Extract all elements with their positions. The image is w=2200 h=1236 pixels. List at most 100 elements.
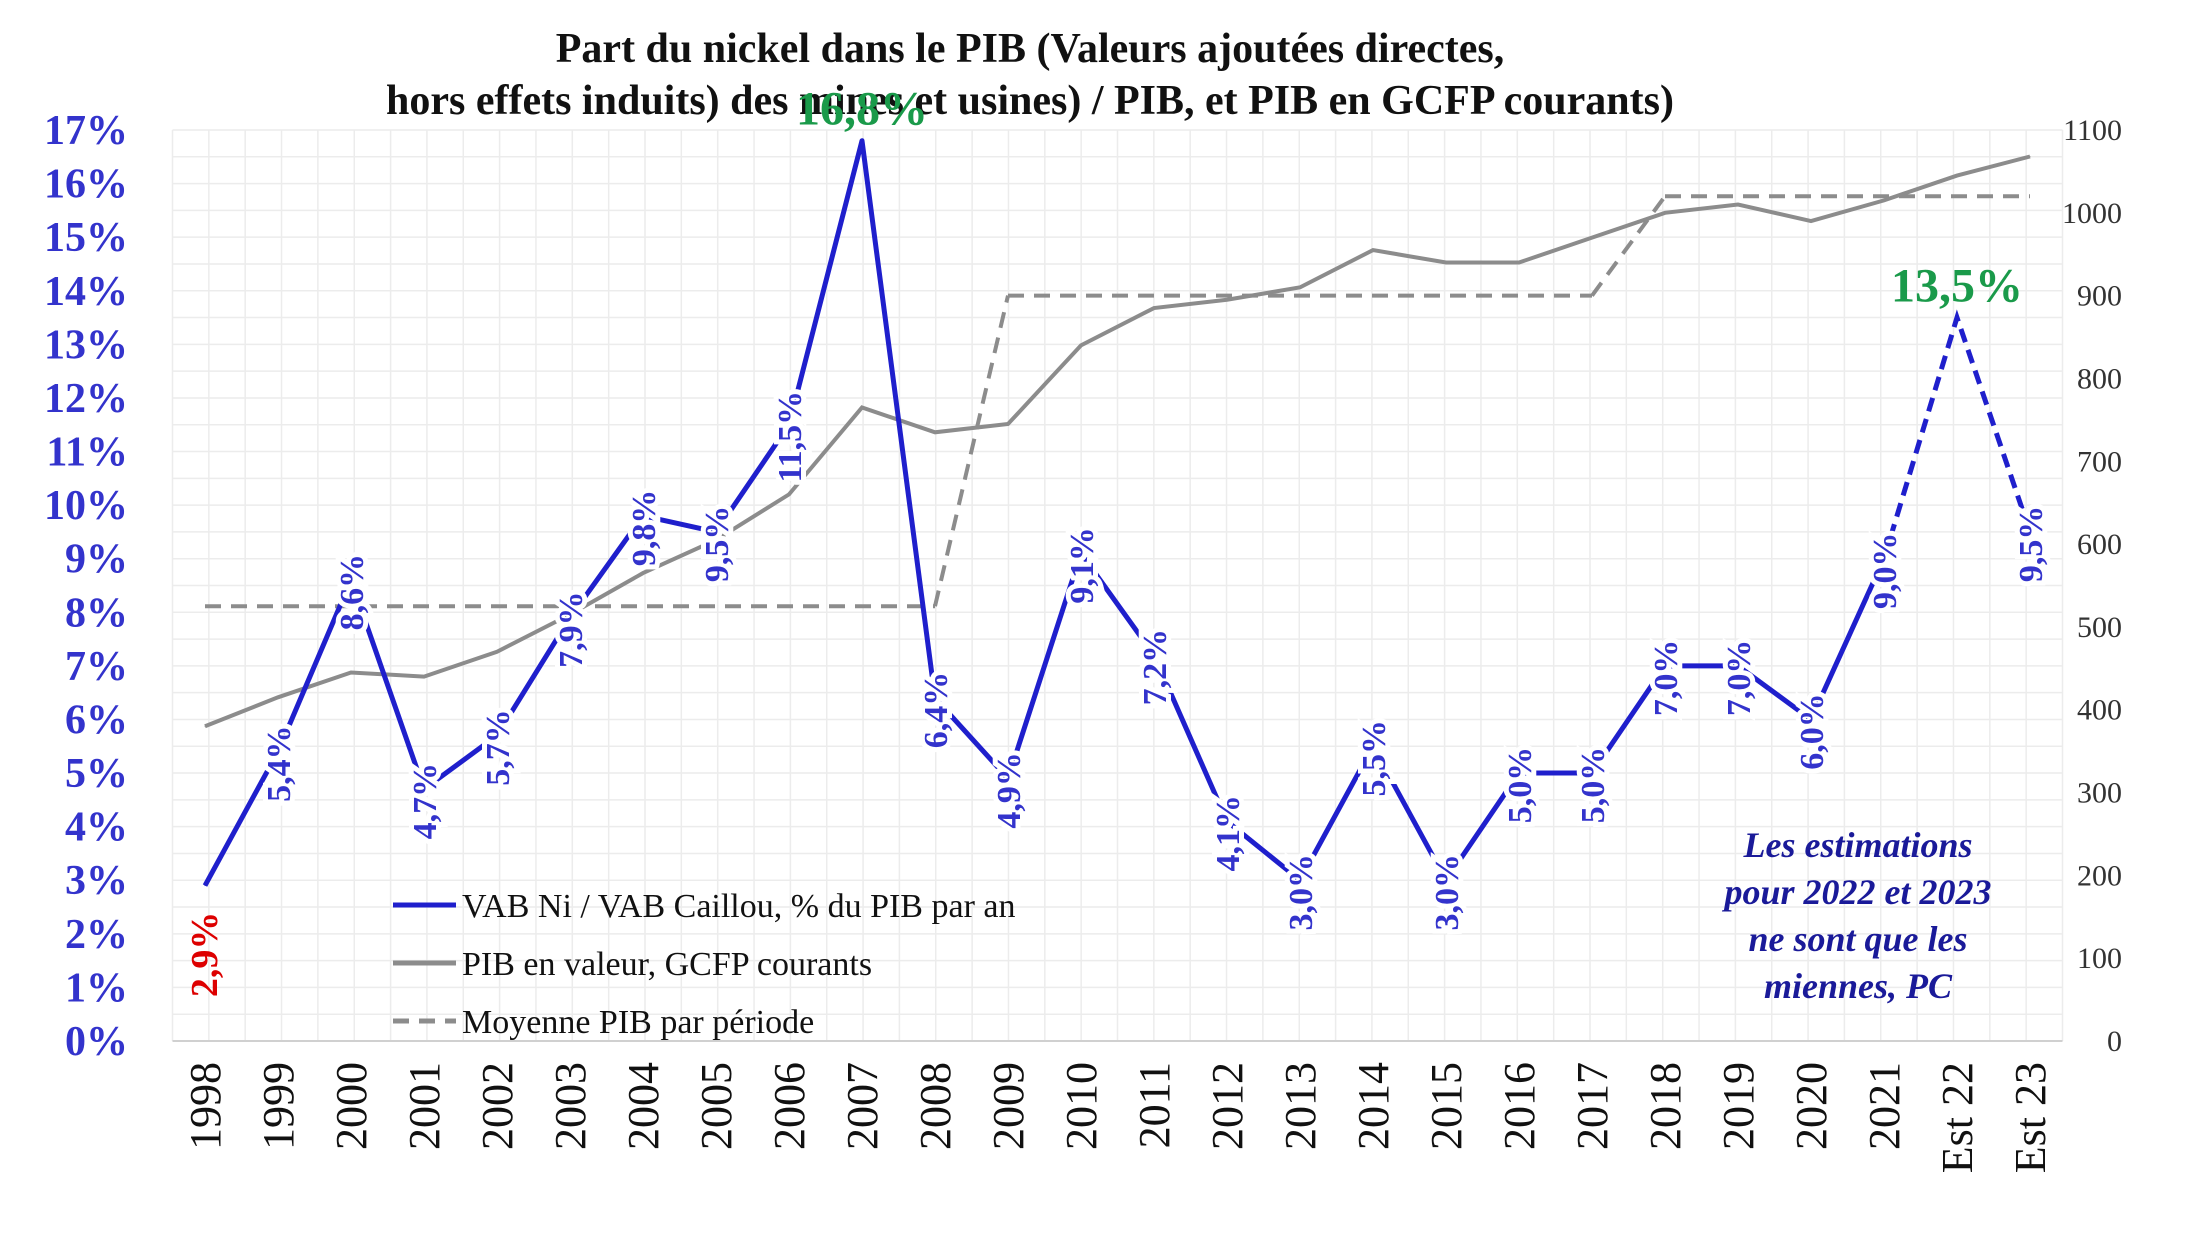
ni-point — [1080, 552, 1082, 554]
data-label-peak: 16,8% — [796, 83, 928, 136]
data-label: 7,9% — [553, 591, 590, 668]
data-label: 8,6% — [334, 554, 371, 631]
y-left-tick: 5% — [65, 751, 128, 797]
note-line4: miennes, PC — [1764, 966, 1953, 1006]
data-labels: 2,9% 5,4% 8,6% 4,7% 5,7% 7,9% 9,8% 9,5% 11,5% 16,… — [184, 83, 2055, 998]
ni-point — [788, 424, 790, 426]
x-tick: 2012 — [1203, 1062, 1252, 1150]
pib-point — [496, 651, 498, 653]
y-left-tick: 15% — [44, 215, 128, 261]
x-tick: 2001 — [400, 1062, 449, 1150]
ni-point — [934, 697, 936, 699]
y-right-tick: 300 — [2077, 777, 2122, 810]
pib-point — [1737, 204, 1739, 206]
data-label: 5,5% — [1356, 720, 1393, 797]
data-label: 5,7% — [480, 709, 517, 786]
data-label: 3,0% — [1429, 854, 1466, 931]
y-left-tick: 1% — [65, 965, 128, 1011]
x-tick: 2005 — [692, 1062, 741, 1150]
pib-point — [1153, 307, 1155, 309]
y-axis-right: 0 100 200 300 400 500 600 700 800 900 1000 1100 — [2062, 114, 2122, 1058]
data-label: 7,0% — [1648, 640, 1685, 717]
y-left-tick: 6% — [65, 697, 128, 743]
ni-point — [2029, 531, 2031, 533]
data-label: 3,0% — [1283, 854, 1320, 931]
y-right-tick: 600 — [2077, 528, 2122, 561]
y-left-tick: 13% — [44, 322, 128, 368]
pib-point — [1810, 220, 1812, 222]
series-lines — [202, 138, 2033, 887]
y-right-tick: 400 — [2077, 694, 2122, 727]
pib-point — [277, 696, 279, 698]
legend-label-ni: VAB Ni / VAB Caillou, % du PIB par an — [462, 888, 1015, 925]
x-tick: 2004 — [619, 1062, 668, 1150]
y-left-tick: 11% — [46, 430, 128, 476]
y-right-tick: 1100 — [2063, 114, 2122, 147]
ni-point — [277, 751, 279, 753]
ni-point — [642, 515, 644, 517]
y-left-tick: 17% — [44, 108, 128, 154]
y-left-tick: 12% — [44, 376, 128, 422]
pib-point — [934, 431, 936, 433]
pib-point — [1007, 423, 1009, 425]
y-left-tick: 16% — [44, 162, 128, 208]
ni-point — [861, 140, 863, 142]
note-line1: Les estimations — [1742, 825, 1972, 865]
pib-point — [1664, 212, 1666, 214]
y-right-tick: 800 — [2077, 362, 2122, 395]
y-left-tick: 8% — [65, 590, 128, 636]
data-label: 6,4% — [918, 672, 955, 749]
x-tick: 2016 — [1495, 1062, 1544, 1150]
ni-point — [715, 531, 717, 533]
pib-line — [204, 154, 2031, 729]
ni-point — [569, 617, 571, 619]
ni-point — [1810, 718, 1812, 720]
pib-point — [204, 725, 206, 727]
ni-point — [1226, 820, 1228, 822]
chart-title-line2: hors effets induits) des mines et usines… — [386, 78, 1674, 124]
x-tick: Est 23 — [2006, 1062, 2055, 1173]
x-tick: 2015 — [1422, 1062, 1471, 1150]
y-left-tick: 2% — [65, 912, 128, 958]
gridlines — [171, 129, 2064, 1042]
y-left-tick: 7% — [65, 644, 128, 690]
chart-title-line1: Part du nickel dans le PIB (Valeurs ajou… — [556, 26, 1504, 72]
ni-point — [1518, 772, 1520, 774]
pib-point — [350, 671, 352, 673]
x-tick: 2002 — [473, 1062, 522, 1150]
data-label: 4,7% — [407, 763, 444, 840]
x-tick: 2010 — [1057, 1062, 1106, 1150]
data-label: 9,8% — [626, 490, 663, 567]
x-tick: 2003 — [546, 1062, 595, 1150]
x-tick: 2014 — [1349, 1062, 1398, 1150]
ni-point — [1007, 777, 1009, 779]
note-line3: ne sont que les — [1748, 919, 1967, 959]
y-left-tick: 10% — [44, 483, 128, 529]
pib-point — [1883, 199, 1885, 201]
pib-point — [715, 539, 717, 541]
ni-point — [1591, 772, 1593, 774]
pib-point — [861, 406, 863, 408]
data-label: 7,0% — [1721, 640, 1758, 717]
data-label: 11,5% — [772, 391, 809, 483]
x-tick: 2013 — [1276, 1062, 1325, 1150]
y-left-tick: 4% — [65, 805, 128, 851]
ni-point — [350, 579, 352, 581]
estimation-note: Les estimations pour 2022 et 2023 ne son… — [1721, 825, 1991, 1006]
y-right-tick: 200 — [2077, 859, 2122, 892]
ni-point — [1664, 665, 1666, 667]
data-label: 5,0% — [1575, 747, 1612, 824]
y-right-tick: 100 — [2077, 942, 2122, 975]
y-right-tick: 900 — [2077, 280, 2122, 313]
pib-point — [1956, 175, 1958, 177]
x-tick: 2009 — [984, 1062, 1033, 1150]
ni-line — [202, 138, 1887, 887]
data-label: 9,1% — [1064, 527, 1101, 604]
pib-point — [1080, 344, 1082, 346]
ni-point — [1445, 879, 1447, 881]
ni-point — [204, 885, 206, 887]
data-label-low: 2,9% — [184, 912, 226, 998]
pib-point — [788, 493, 790, 495]
y-left-tick: 3% — [65, 858, 128, 904]
